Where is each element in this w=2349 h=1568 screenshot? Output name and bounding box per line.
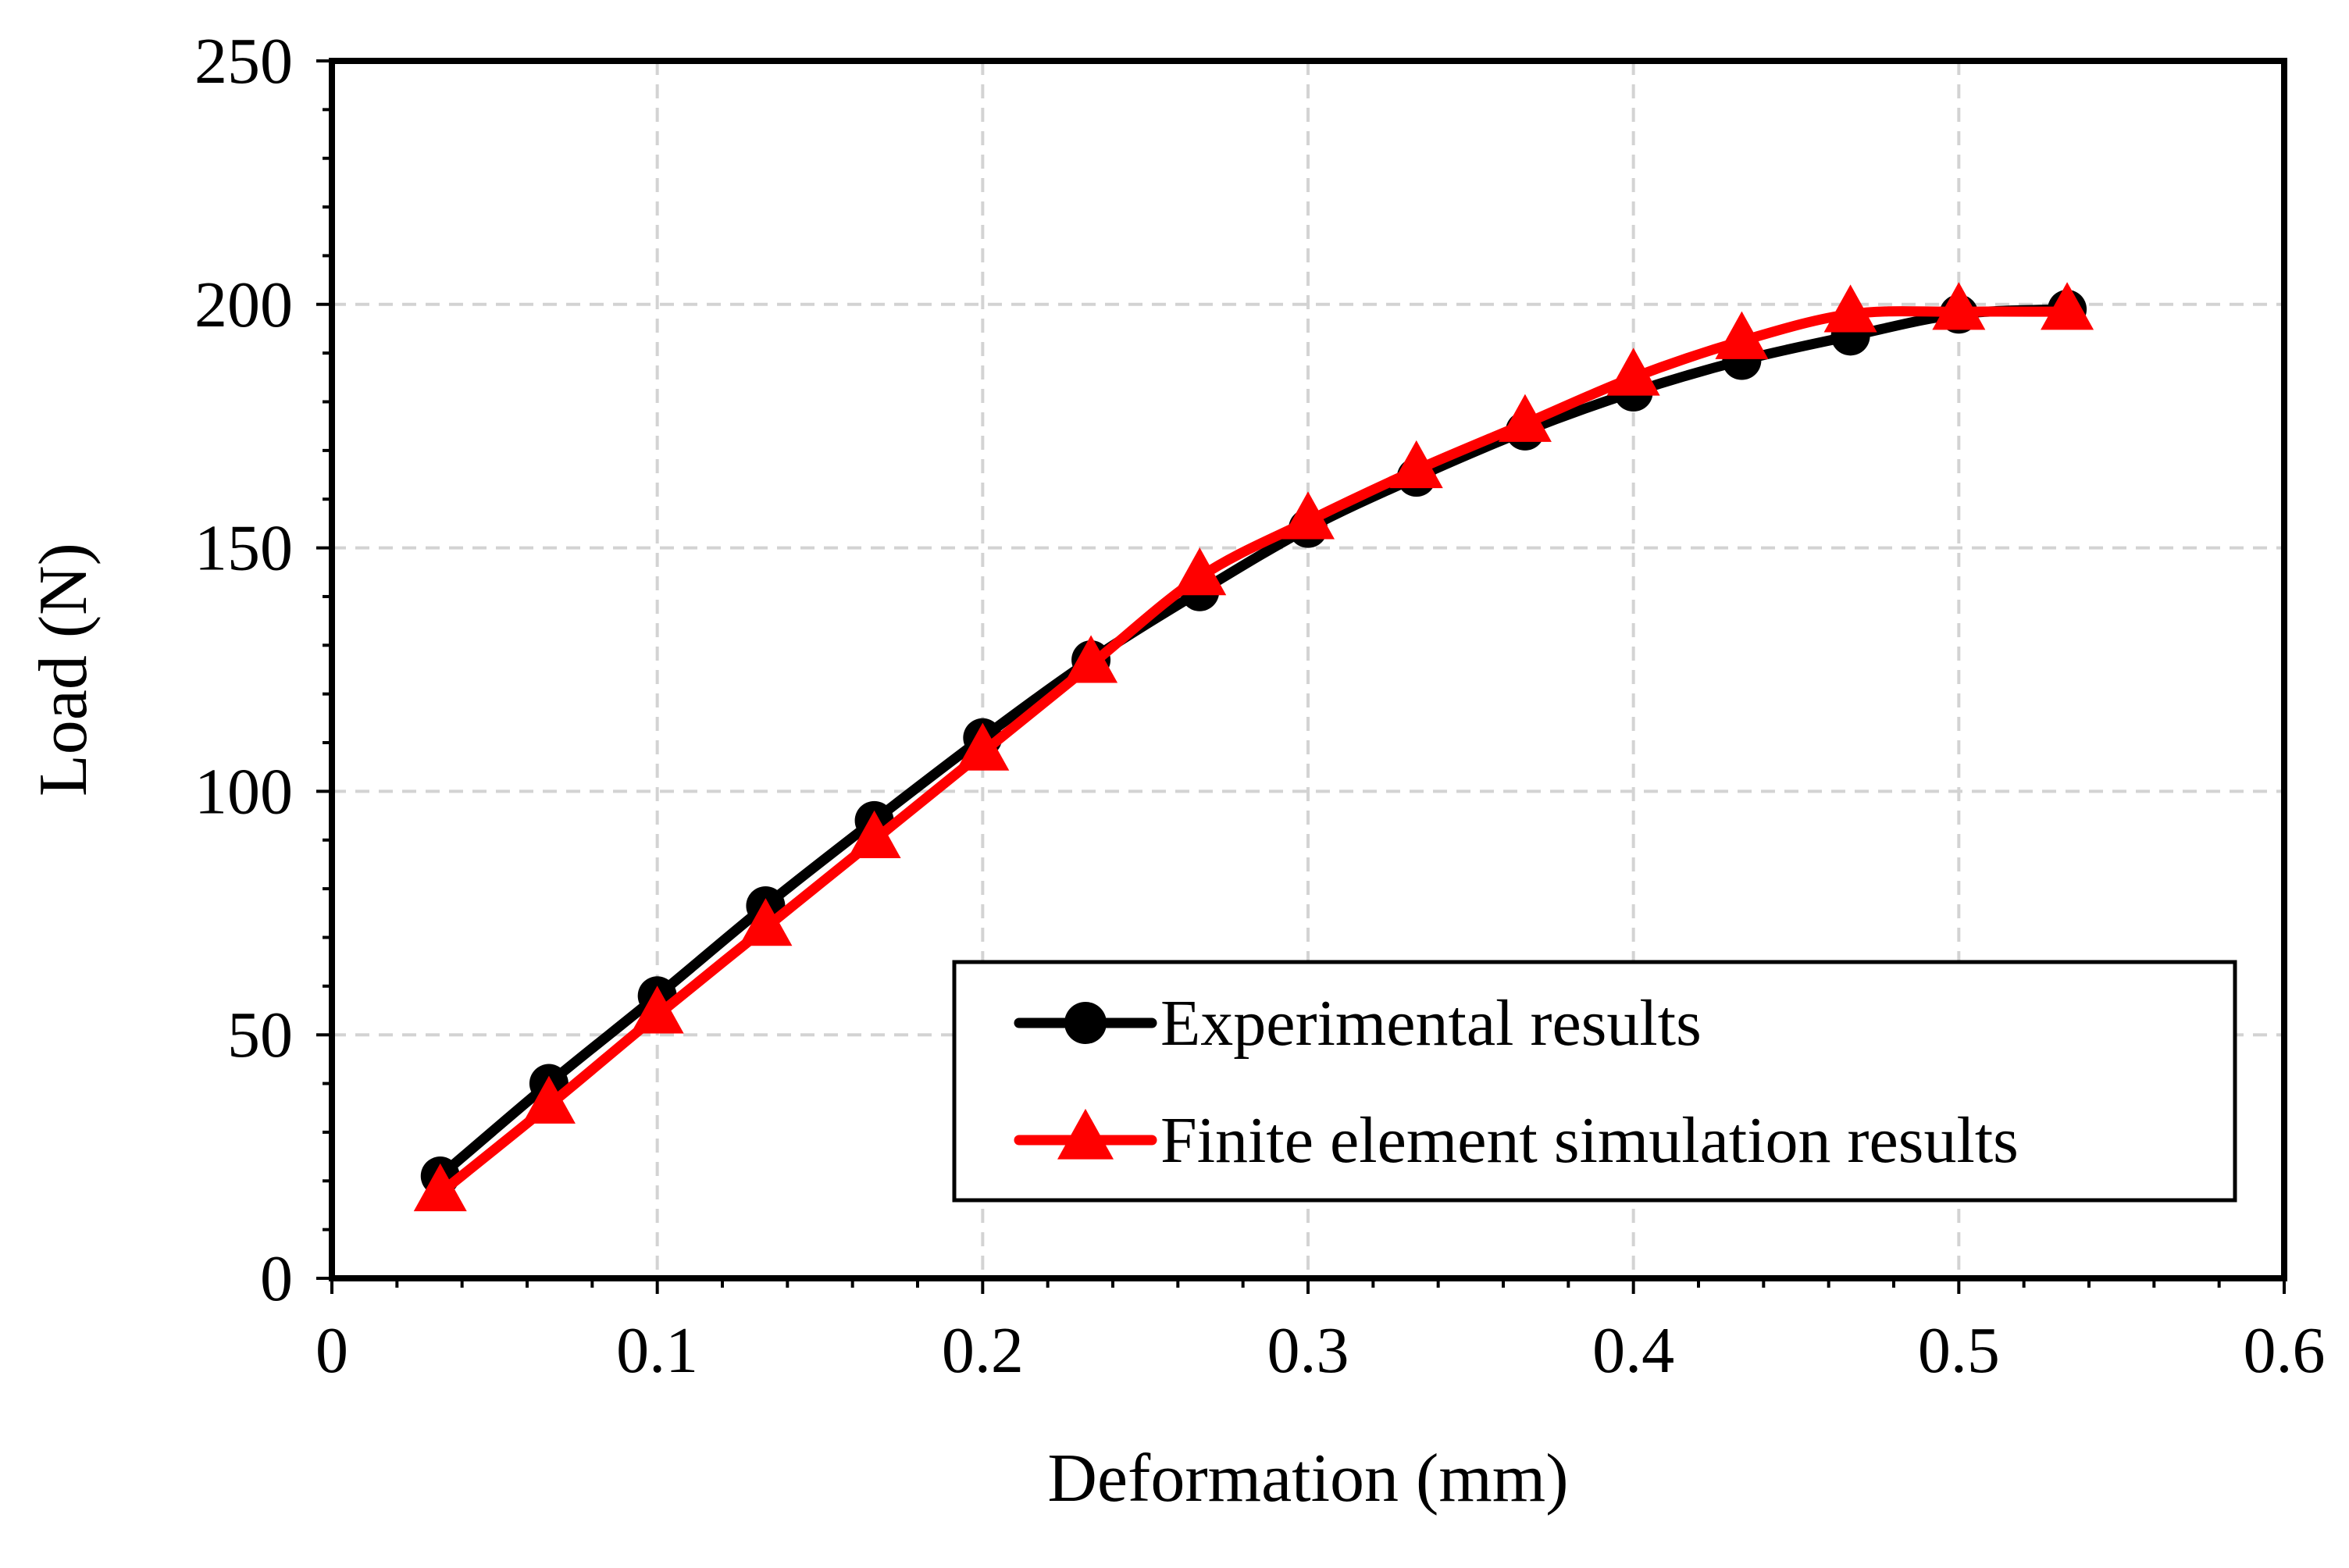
y-tick-label: 0 xyxy=(260,1242,293,1315)
x-tick-label: 0.5 xyxy=(1918,1314,2000,1387)
x-tick-label: 0.1 xyxy=(616,1314,698,1387)
data-point-triangle xyxy=(1932,282,1986,330)
data-point-triangle xyxy=(1173,547,1227,596)
plot-area-frame xyxy=(329,58,2287,1281)
legend: Experimental results Finite element simu… xyxy=(952,960,2237,1203)
legend-label-experimental: Experimental results xyxy=(1160,987,1702,1060)
series xyxy=(413,282,2094,1212)
y-tick-label: 200 xyxy=(194,269,293,341)
data-point-triangle xyxy=(413,1163,467,1212)
data-point-triangle xyxy=(630,985,684,1034)
legend-marker-circle xyxy=(1064,1002,1107,1044)
data-point-triangle xyxy=(1715,311,1769,359)
y-tick-label: 100 xyxy=(194,755,293,828)
legend-marker-triangle xyxy=(1057,1108,1114,1160)
data-point-triangle xyxy=(2041,282,2094,330)
data-point-triangle xyxy=(1389,440,1443,489)
data-point-triangle xyxy=(1823,284,1877,333)
y-tick-label: 50 xyxy=(227,999,293,1071)
data-point-triangle xyxy=(847,810,901,859)
legend-entry-experimental: Experimental results xyxy=(1014,987,1702,1060)
axis-tick-labels: 0 0.1 0.2 0.3 0.4 0.5 0.6 0 50 100 150 200 250 xyxy=(194,25,2326,1387)
data-point-triangle xyxy=(1064,635,1118,683)
y-axis-title: Load (N) xyxy=(26,543,102,796)
data-point-triangle xyxy=(739,898,793,946)
x-tick-label: 0.4 xyxy=(1592,1314,1674,1387)
x-tick-label: 0.3 xyxy=(1267,1314,1349,1387)
data-point-triangle xyxy=(1281,491,1335,540)
legend-label-simulation: Finite element simulation results xyxy=(1160,1104,2019,1177)
x-tick-label: 0 xyxy=(315,1314,348,1387)
data-point-triangle xyxy=(956,722,1010,771)
legend-entry-simulation: Finite element simulation results xyxy=(1014,1104,2019,1177)
series-line xyxy=(435,306,2073,1199)
y-tick-label: 250 xyxy=(194,25,293,98)
x-tick-label: 0.6 xyxy=(2244,1314,2326,1387)
data-point-triangle xyxy=(1498,394,1552,442)
y-tick-label: 150 xyxy=(194,512,293,585)
data-point-triangle xyxy=(1606,347,1660,396)
data-point-triangle xyxy=(522,1075,576,1124)
series-simulation xyxy=(413,282,2094,1212)
legend-box xyxy=(952,960,2237,1203)
x-axis-title: Deformation (mm) xyxy=(1047,1441,1568,1516)
x-tick-label: 0.2 xyxy=(942,1314,1024,1387)
